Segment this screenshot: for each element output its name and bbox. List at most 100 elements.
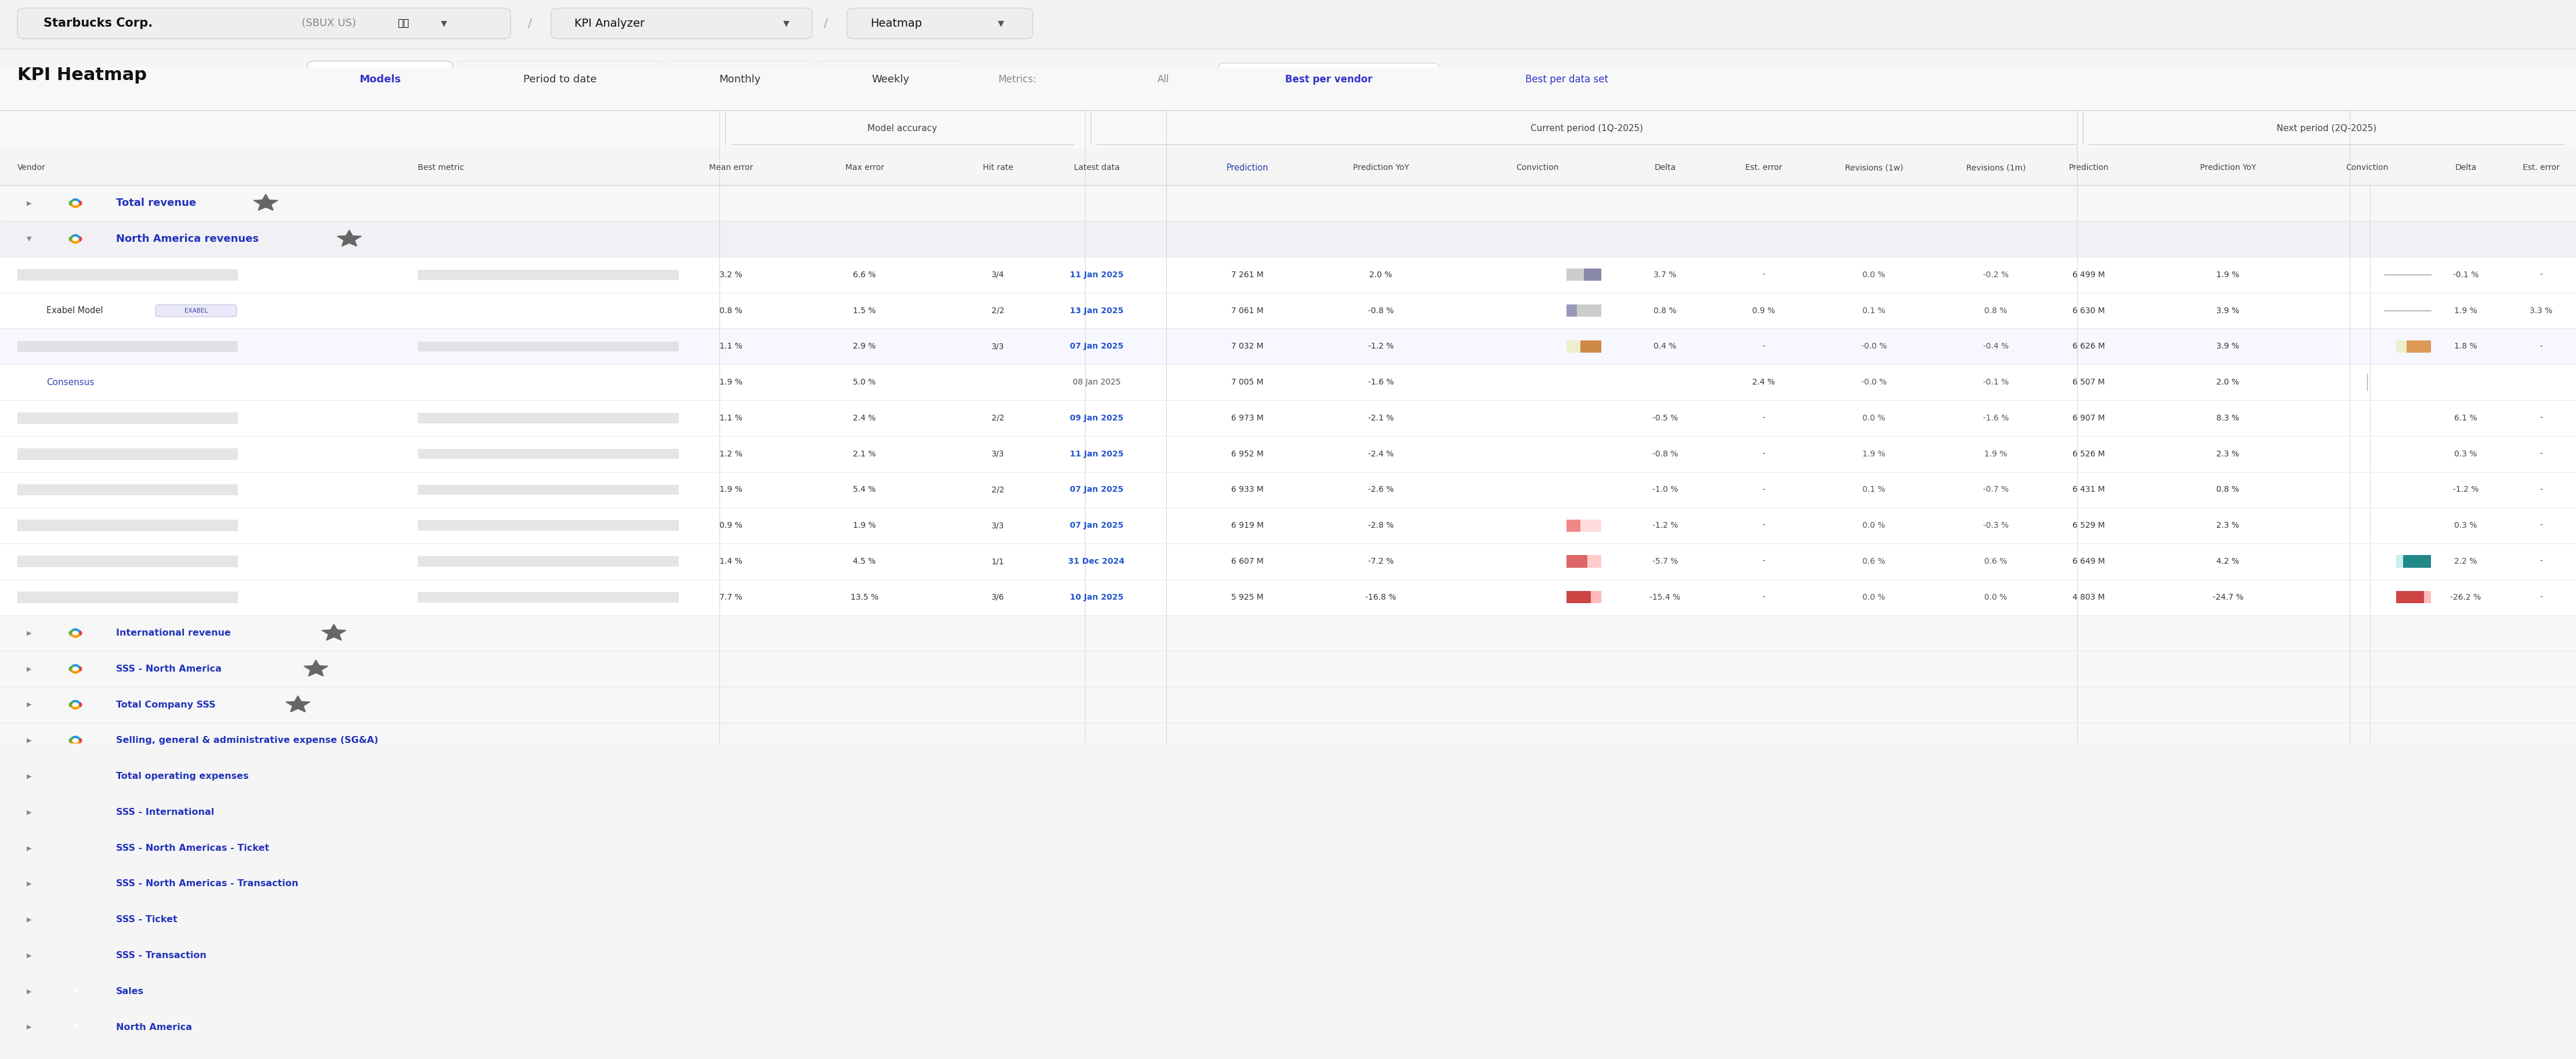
Bar	[0, 579, 2576, 615]
Text: North America revenues: North America revenues	[116, 234, 258, 245]
Text: Next period (2Q-2025): Next period (2Q-2025)	[2277, 124, 2378, 132]
Circle shape	[75, 809, 82, 815]
Text: -1.0 %: -1.0 %	[1651, 486, 1677, 493]
Bar	[0, 364, 2576, 400]
FancyBboxPatch shape	[307, 61, 453, 97]
Bar	[0, 830, 2576, 866]
Circle shape	[64, 1019, 88, 1036]
Bar	[0, 1009, 2576, 1045]
Text: 31 Dec 2024: 31 Dec 2024	[1069, 557, 1126, 566]
Text: -0.0 %: -0.0 %	[1860, 342, 1886, 351]
Text: 0.0 %: 0.0 %	[1984, 593, 2007, 602]
Circle shape	[72, 775, 80, 780]
Text: Vendor: Vendor	[18, 164, 46, 172]
Circle shape	[72, 879, 80, 885]
Text: International revenue: International revenue	[116, 629, 232, 638]
Text: -: -	[2540, 342, 2543, 351]
Bar	[819, 61, 963, 97]
Bar	[0, 758, 2576, 794]
Circle shape	[72, 882, 80, 889]
Text: 0.8 %: 0.8 %	[719, 306, 742, 315]
Bar	[417, 449, 680, 459]
Text: 7.7 %: 7.7 %	[719, 593, 742, 602]
Text: 0.6 %: 0.6 %	[1862, 557, 1886, 566]
Circle shape	[72, 739, 80, 744]
Circle shape	[72, 199, 80, 204]
Text: 1.9 %: 1.9 %	[719, 486, 742, 493]
Text: SSS - Ticket: SSS - Ticket	[116, 915, 178, 925]
Bar	[0, 615, 2576, 651]
Bar	[1566, 520, 1602, 532]
Text: 0.8 %: 0.8 %	[1984, 306, 2007, 315]
Text: ▶: ▶	[26, 738, 31, 743]
Circle shape	[70, 773, 77, 779]
Text: Prediction YoY: Prediction YoY	[2200, 164, 2257, 172]
Text: 5.4 %: 5.4 %	[853, 486, 876, 493]
Circle shape	[70, 845, 77, 850]
Text: KPI Heatmap: KPI Heatmap	[18, 67, 147, 84]
Circle shape	[72, 664, 80, 670]
Bar	[1566, 591, 1602, 604]
Text: 2.4 %: 2.4 %	[853, 414, 876, 423]
Circle shape	[72, 202, 80, 208]
Text: 2/2: 2/2	[992, 486, 1005, 493]
Bar	[18, 592, 237, 603]
Circle shape	[72, 846, 77, 850]
Circle shape	[72, 738, 77, 742]
Bar	[0, 436, 2576, 472]
Bar	[2406, 340, 2432, 353]
Text: Best per vendor: Best per vendor	[1285, 74, 1373, 85]
Bar	[1566, 591, 1592, 604]
Text: -2.4 %: -2.4 %	[1368, 450, 1394, 457]
Bar	[2403, 555, 2432, 568]
Bar	[1566, 305, 1602, 317]
Bar	[0, 0, 2576, 49]
Text: -0.8 %: -0.8 %	[1368, 306, 1394, 315]
Bar	[1582, 340, 1602, 353]
Text: Hit rate: Hit rate	[981, 164, 1012, 172]
Text: ▶: ▶	[26, 917, 31, 922]
Text: ▶: ▶	[26, 809, 31, 815]
Bar	[18, 448, 237, 460]
Text: Revisions (1w): Revisions (1w)	[1844, 164, 1904, 172]
Text: -1.2 %: -1.2 %	[2452, 486, 2478, 493]
FancyBboxPatch shape	[18, 8, 510, 39]
Circle shape	[72, 237, 77, 241]
Circle shape	[72, 667, 77, 670]
Text: 2.3 %: 2.3 %	[2215, 450, 2239, 457]
Text: 1.2 %: 1.2 %	[719, 450, 742, 457]
Text: 0.8 %: 0.8 %	[2215, 486, 2239, 493]
Circle shape	[72, 882, 77, 885]
Text: -: -	[1762, 450, 1765, 457]
Text: Sales: Sales	[116, 987, 144, 995]
Text: -: -	[2540, 557, 2543, 566]
Text: 1.9 %: 1.9 %	[1862, 450, 1886, 457]
Circle shape	[72, 915, 80, 921]
Bar	[18, 484, 237, 496]
Text: Total operating expenses: Total operating expenses	[116, 772, 250, 780]
Text: Revisions (1m): Revisions (1m)	[1965, 164, 2025, 172]
Text: -2.6 %: -2.6 %	[1368, 486, 1394, 493]
Circle shape	[72, 811, 80, 816]
Text: Est. error: Est. error	[2522, 164, 2561, 172]
Text: 2.2 %: 2.2 %	[2455, 557, 2478, 566]
Circle shape	[64, 983, 88, 1000]
Text: Exabel Model: Exabel Model	[46, 306, 103, 315]
Text: -: -	[1762, 486, 1765, 493]
Circle shape	[75, 630, 82, 636]
Text: -: -	[1762, 593, 1765, 602]
Text: 2.1 %: 2.1 %	[853, 450, 876, 457]
Text: ▶: ▶	[26, 200, 31, 207]
Bar	[2396, 340, 2432, 353]
Text: Delta: Delta	[2455, 164, 2476, 172]
Text: Prediction: Prediction	[1226, 163, 1267, 172]
Text: 1.9 %: 1.9 %	[2215, 271, 2239, 279]
Text: -: -	[1762, 521, 1765, 530]
Text: -5.7 %: -5.7 %	[1651, 557, 1677, 566]
Circle shape	[72, 810, 77, 814]
Bar	[1566, 520, 1582, 532]
Text: 7 261 M: 7 261 M	[1231, 271, 1265, 279]
Text: 2/2: 2/2	[992, 414, 1005, 423]
Bar	[0, 866, 2576, 902]
Text: 07 Jan 2025: 07 Jan 2025	[1069, 521, 1123, 530]
